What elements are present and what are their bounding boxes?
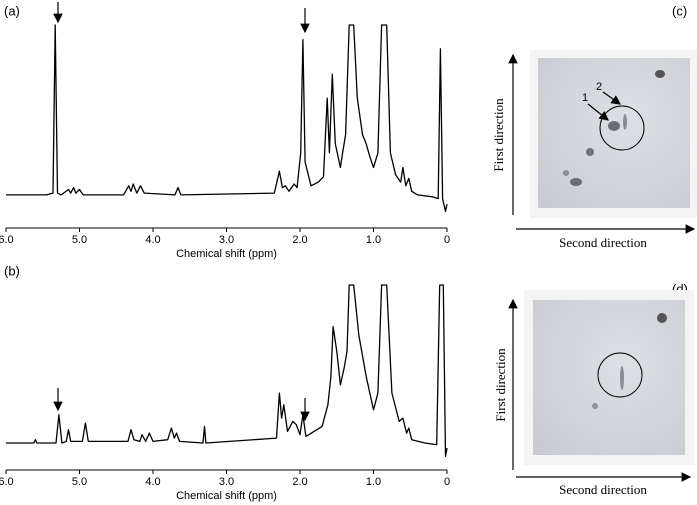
spectrum-line [6,24,448,213]
x-tick-label: 5.0 [72,476,87,488]
x-axis-label: Chemical shift (ppm) [176,490,277,502]
spot [620,366,624,390]
x-tick-label: 3.0 [219,234,234,246]
x-tick-label: 0 [444,234,450,246]
spot [586,148,594,156]
plate [538,58,690,208]
panel-label: (b) [4,263,20,278]
x-tick-label: 4.0 [145,234,160,246]
spot [608,121,620,131]
panel-label: (c) [672,3,687,18]
circle [597,352,643,398]
spot [623,114,627,130]
spectrum-line [6,284,448,458]
panel-label: (a) [4,3,20,18]
x-direction-label: Second direction [559,235,647,250]
spot [563,170,569,176]
spot-arrow [587,103,609,121]
spot-label: 2 [596,81,602,93]
plate [533,300,685,455]
x-direction-label: Second direction [559,482,647,497]
x-tick-label: 1.0 [366,234,381,246]
spot-label: 1 [582,92,588,104]
y-direction-label: First direction [493,348,508,422]
x-tick-label: 2.0 [292,234,307,246]
spot [657,313,667,323]
x-tick-label: 6.0 [0,476,14,488]
spot [655,70,665,78]
x-tick-label: 5.0 [72,234,87,246]
spot-arrow [602,91,621,105]
x-axis-label: Chemical shift (ppm) [176,248,277,260]
x-tick-label: 4.0 [145,476,160,488]
x-tick-label: 3.0 [219,476,234,488]
spot [570,178,582,186]
spot [592,403,598,409]
x-tick-label: 2.0 [292,476,307,488]
y-direction-label: First direction [491,98,506,172]
x-tick-label: 1.0 [366,476,381,488]
x-tick-label: 0 [444,476,450,488]
x-tick-label: 6.0 [0,234,14,246]
circle [599,105,645,151]
